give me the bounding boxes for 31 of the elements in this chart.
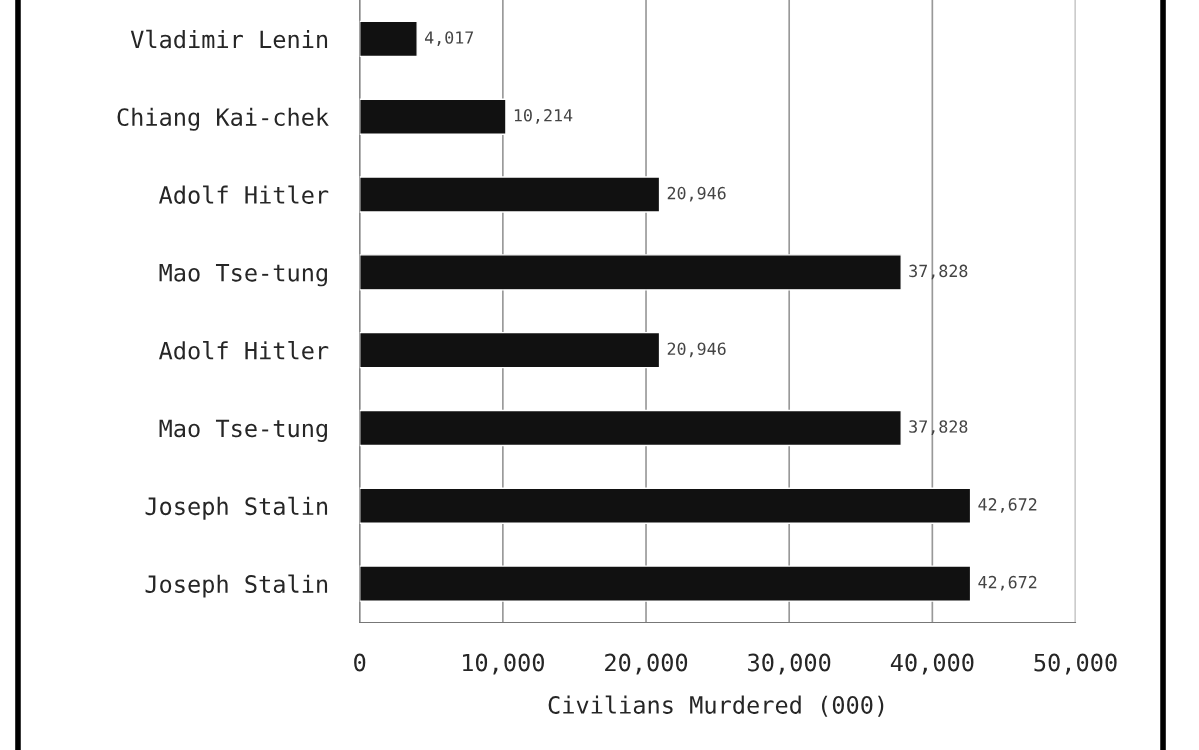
y-tick-label: Adolf Hitler [159,341,329,360]
bar [359,176,661,213]
data-label: 20,946 [667,186,726,202]
x-tick-label: 50,000 [1034,653,1117,675]
data-label: 4,017 [424,31,474,46]
bar [359,98,507,135]
y-tick-label: Chiang Kai-chek [117,107,329,131]
x-tick-label: 10,000 [463,653,544,675]
x-tick-label: 0 [354,653,366,672]
bar [359,331,661,369]
x-tick-label: 40,000 [890,653,974,675]
y-tick-label: Adolf Hitler [159,185,329,204]
data-label: 20,946 [667,342,726,358]
bar [359,254,902,291]
y-tick-label: Joseph Stalin [145,496,328,520]
y-tick-label: Mao Tse-tung [159,264,327,287]
y-tick-label: Vladimir Lenin [130,29,328,49]
bar [359,565,972,602]
bar [359,20,418,58]
data-label: 42,672 [978,575,1037,591]
data-label: 37,828 [909,420,968,435]
x-axis-title: Civilians Murdered (000) [548,695,884,717]
x-tick-label: 20,000 [605,653,688,675]
y-tick-label: Mao Tse-tung [159,419,327,442]
bar [359,409,902,447]
data-label: 37,828 [909,264,968,280]
data-label: 10,214 [514,108,573,124]
y-tick-label: Joseph Stalin [145,574,328,598]
bar [359,487,972,524]
x-tick-label: 30,000 [748,653,831,675]
data-label: 42,672 [978,498,1037,513]
